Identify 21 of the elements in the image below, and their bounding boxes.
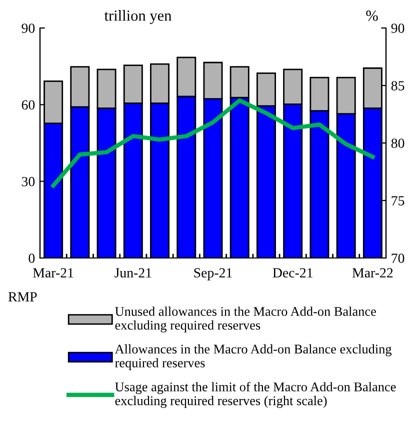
- x-tick-label: Jun-21: [114, 268, 152, 278]
- y2-tick-label: 80: [391, 138, 404, 148]
- text: RMP: [8, 292, 37, 302]
- y2-axis-title: %: [366, 10, 378, 21]
- x-tick-label: Mar-22: [352, 268, 393, 278]
- y2-tick-label: 90: [391, 24, 404, 33]
- legend-label: Usage against the limit of the Macro Add-on Balance excluding required reserves (right scale): [115, 382, 396, 408]
- y2-tick-label: 75: [392, 196, 404, 206]
- x-tick-label: Sep-21: [194, 268, 232, 280]
- y-tick-label: 60: [22, 100, 35, 110]
- legend-label: Allowances in the Macro Add-on Balance excluding required reserves: [114, 344, 392, 370]
- line-series: [51, 98, 375, 188]
- y-tick-label: 0: [28, 254, 35, 263]
- x-tick-label: Mar-21: [33, 268, 74, 278]
- y-tick-label: 90: [22, 24, 35, 33]
- x-tick-label: Dec-21: [272, 268, 312, 278]
- y-axis-title: trillion yen: [104, 10, 172, 24]
- y2-tick-label: 70: [392, 254, 404, 263]
- legend-label: Unused allowances in the Macro Add-on Balance excluding required reserves: [115, 306, 376, 332]
- y-tick-label: 30: [22, 176, 35, 186]
- y2-tick-label: 85: [391, 81, 404, 90]
